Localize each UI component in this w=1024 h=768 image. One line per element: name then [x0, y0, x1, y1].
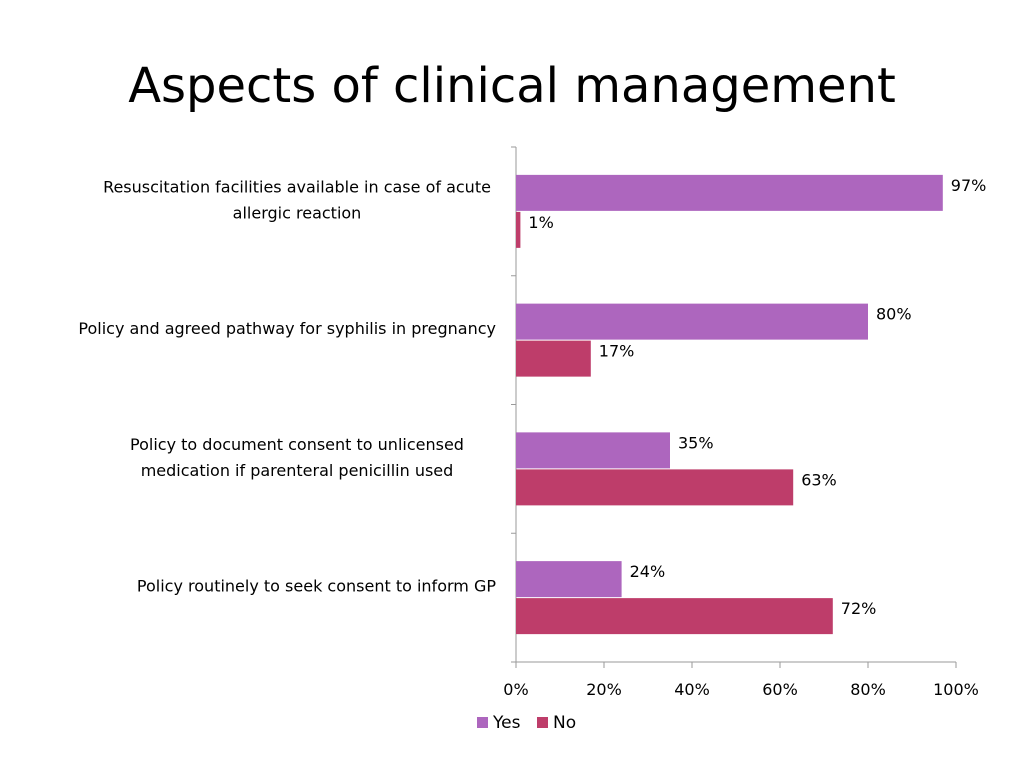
slide-title: Aspects of clinical management: [128, 58, 896, 114]
category-label: medication if parenteral penicillin used: [141, 461, 454, 480]
legend-swatch-no: [537, 717, 548, 728]
bar-no-0: [516, 211, 521, 248]
category-label: Policy and agreed pathway for syphilis i…: [78, 319, 496, 338]
data-label: 97%: [951, 176, 987, 195]
x-tick-label: 80%: [850, 680, 886, 699]
bar-no-2: [516, 469, 794, 506]
data-label: 24%: [630, 562, 666, 581]
data-label: 72%: [841, 599, 877, 618]
category-label: Policy routinely to seek consent to info…: [137, 577, 496, 596]
x-tick-label: 20%: [586, 680, 622, 699]
data-label: 1%: [528, 213, 553, 232]
x-tick-label: 100%: [933, 680, 979, 699]
x-tick-label: 60%: [762, 680, 798, 699]
legend-label-yes: Yes: [492, 713, 521, 733]
bar-yes-0: [516, 174, 943, 211]
category-label: Resuscitation facilities available in ca…: [103, 177, 491, 196]
legend-swatch-yes: [477, 717, 488, 728]
bar-yes-3: [516, 561, 622, 598]
data-label: 63%: [801, 470, 837, 489]
x-tick-label: 0%: [503, 680, 528, 699]
data-label: 17%: [599, 342, 635, 361]
category-label: Policy to document consent to unlicensed: [130, 435, 464, 454]
bar-yes-2: [516, 432, 670, 469]
x-tick-label: 40%: [674, 680, 710, 699]
bar-no-1: [516, 340, 591, 377]
bar-yes-1: [516, 303, 868, 340]
data-label: 80%: [876, 305, 912, 324]
legend-label-no: No: [553, 713, 576, 733]
data-label: 35%: [678, 433, 714, 452]
category-label: allergic reaction: [233, 203, 362, 222]
bar-no-3: [516, 598, 833, 635]
